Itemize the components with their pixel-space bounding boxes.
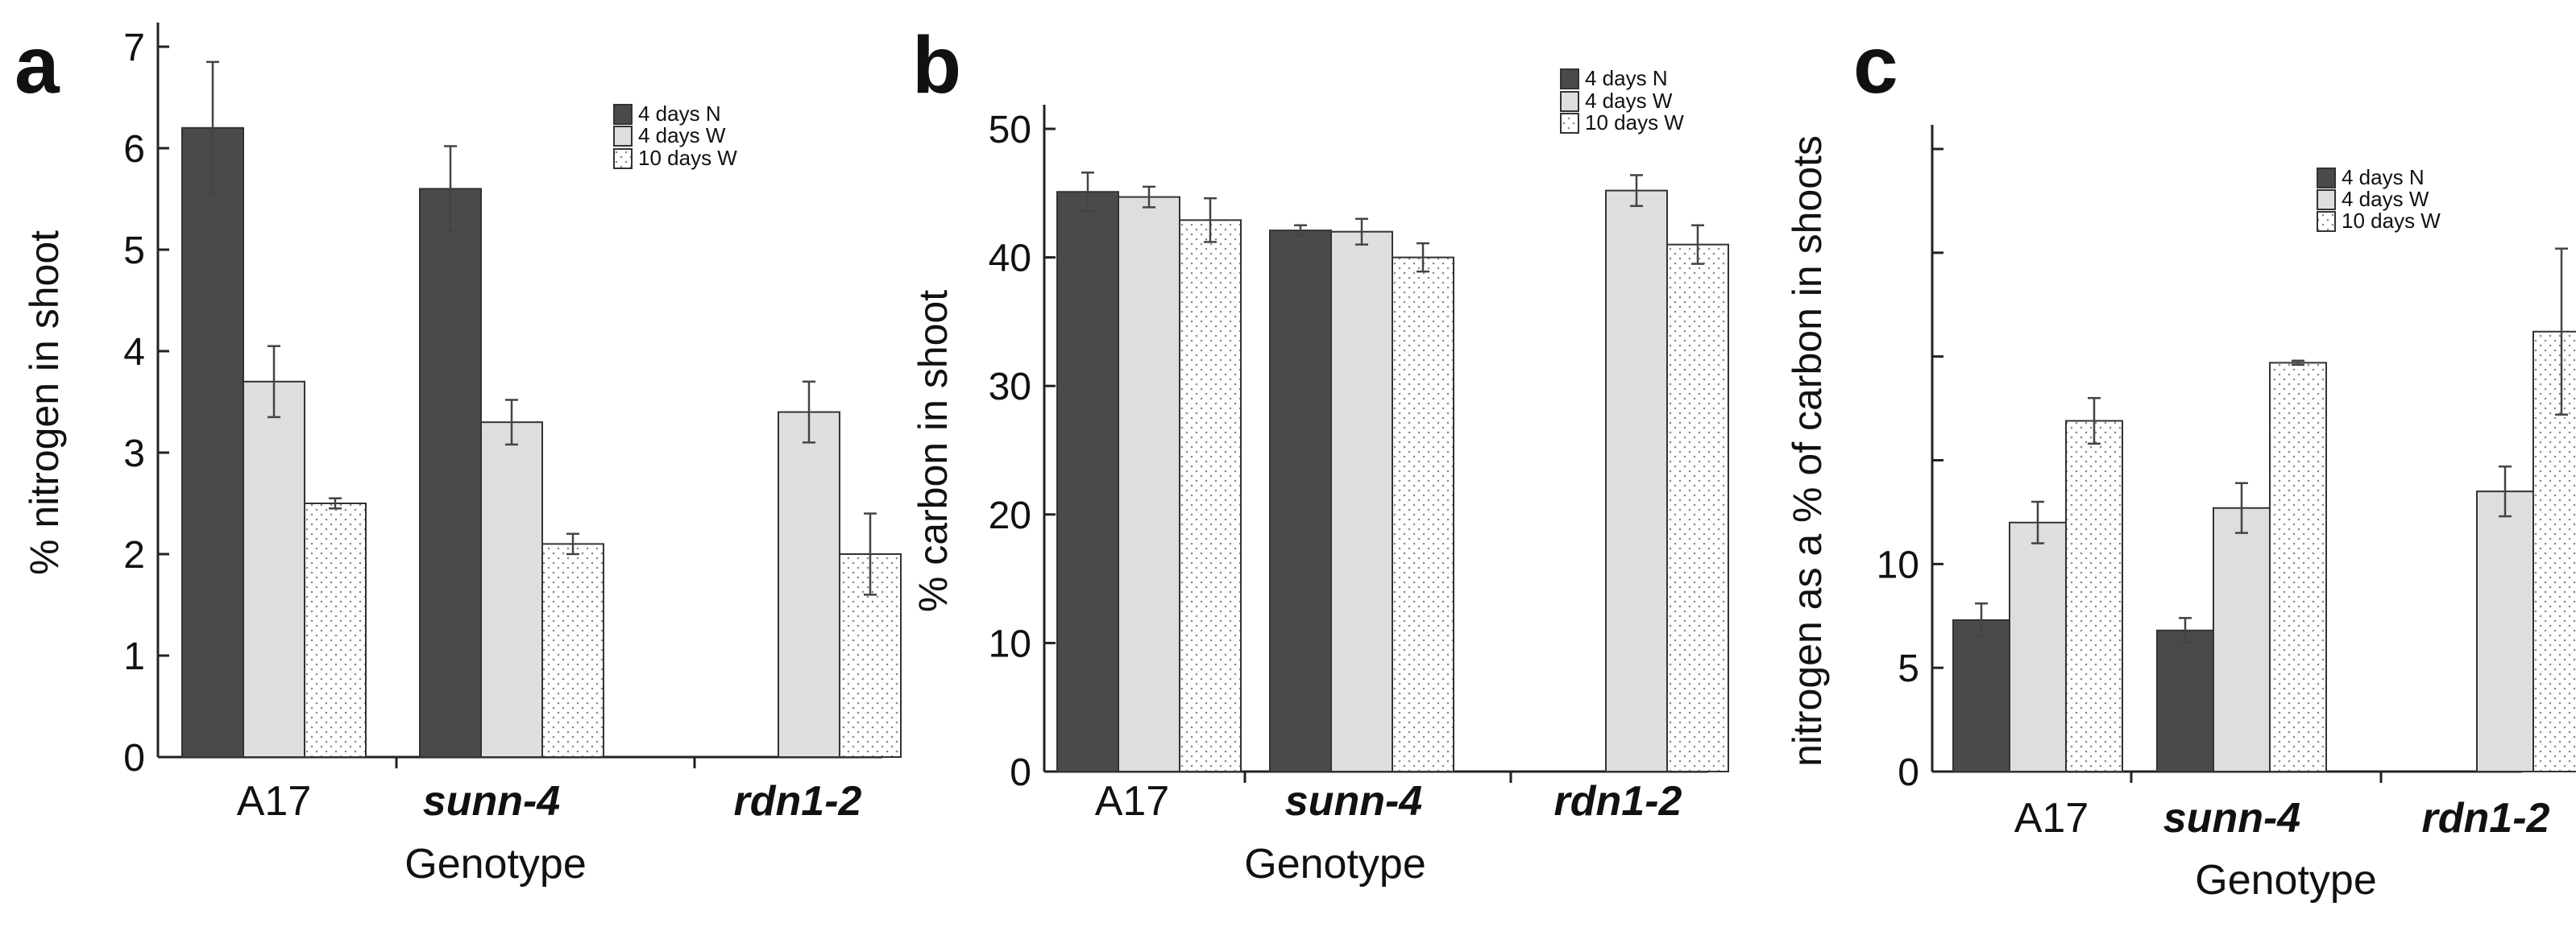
y-tick-label: 5 (123, 230, 145, 272)
y-tick-label: 4 (123, 331, 145, 374)
x-category-label: rdn1-2 (1554, 778, 1682, 825)
chart-panel-c: c 0 5 10 A17 sunn-4 rdn1-2 Genotype nitrogen as … (1785, 20, 2576, 904)
legend-swatch (613, 104, 633, 125)
panel-letter: c (1853, 20, 1898, 110)
bar-4-days-w-rdn1-2 (2476, 490, 2534, 773)
x-category-label: A17 (2014, 795, 2089, 842)
bar-10-days-w-a17 (1179, 219, 1242, 773)
legend-swatch (613, 126, 633, 147)
legend-label: 4 days N (2342, 165, 2425, 189)
y-tick-label: 0 (1898, 751, 1919, 794)
bar-4-days-w-sunn-4 (2213, 507, 2271, 772)
charts-group: a 0 1 2 3 4 5 6 7 A17 sunn-4 rdn1-2 Genotype % nitrog… (15, 20, 2576, 904)
legend-label: 4 days W (2342, 187, 2429, 211)
bar-4-days-n-a17 (1056, 191, 1119, 773)
x-category-label: sunn-4 (1285, 778, 1423, 825)
x-category-label: rdn1-2 (2422, 795, 2550, 842)
x-category-label: sunn-4 (2163, 795, 2301, 842)
y-tick-label: 10 (989, 623, 1031, 665)
bar-10-days-w-sunn-4 (541, 543, 604, 759)
bar-4-days-n-a17 (181, 126, 244, 759)
y-tick-label: 5 (1898, 648, 1919, 690)
bar-10-days-w-a17 (2065, 420, 2123, 772)
bar-4-days-w-a17 (243, 380, 305, 758)
y-tick-label: 2 (123, 534, 145, 577)
y-tick-label: 6 (123, 128, 145, 171)
legend-swatch (1560, 113, 1579, 134)
bar-4-days-w-sunn-4 (480, 421, 543, 758)
x-axis-label: Genotype (404, 841, 587, 888)
legend-label: 4 days W (1585, 89, 1673, 113)
bar-4-days-w-rdn1-2 (1605, 189, 1668, 773)
bar-10-days-w-sunn-4 (2269, 362, 2327, 772)
y-tick-label: 20 (989, 495, 1031, 537)
panel-letter: b (912, 20, 961, 110)
bar-10-days-w-rdn1-2 (839, 553, 902, 758)
y-tick-label: 0 (123, 737, 145, 780)
bar-4-days-w-sunn-4 (1330, 230, 1393, 772)
y-axis-label: nitrogen as a % of carbon in shoots (1785, 135, 1830, 767)
bar-4-days-w-a17 (1118, 196, 1180, 772)
y-tick-label: 1 (123, 635, 145, 678)
bar-4-days-n-sunn-4 (1269, 230, 1332, 773)
bar-4-days-n-sunn-4 (2156, 629, 2214, 773)
chart-panel-b: b 0 10 20 30 40 50 A17 sunn-4 rdn1-2 Genotype % car… (911, 20, 1729, 888)
y-tick-label: 50 (989, 109, 1031, 151)
y-axis-label: % carbon in shoot (911, 290, 956, 612)
bar-4-days-w-a17 (2009, 521, 2067, 772)
legend: 4 days N4 days W10 days W (1560, 66, 1684, 134)
x-category-label: A17 (1095, 778, 1170, 825)
panel-letter: a (15, 20, 60, 110)
legend-label: 10 days W (2342, 209, 2441, 233)
bar-10-days-w-sunn-4 (1392, 256, 1454, 773)
bar-10-days-w-a17 (304, 503, 367, 758)
bar-10-days-w-rdn1-2 (1666, 243, 1729, 772)
legend-label: 4 days W (638, 123, 726, 147)
chart-panel-a: a 0 1 2 3 4 5 6 7 A17 sunn-4 rdn1-2 Genotype % nitrog… (15, 20, 902, 888)
legend-label: 10 days W (638, 146, 737, 170)
x-category-label: sunn-4 (423, 778, 561, 825)
legend: 4 days N4 days W10 days W (613, 101, 737, 170)
legend-swatch (2317, 211, 2336, 232)
y-tick-label: 40 (989, 238, 1031, 280)
y-tick-label: 7 (123, 27, 145, 69)
y-axis-label: % nitrogen in shoot (22, 230, 67, 575)
legend: 4 days N4 days W10 days W (2317, 165, 2441, 233)
legend-swatch (1560, 91, 1579, 112)
legend-label: 10 days W (1585, 110, 1684, 134)
legend-swatch (1560, 68, 1579, 89)
y-tick-label: 10 (1877, 544, 1919, 586)
x-axis-label: Genotype (2195, 857, 2377, 904)
legend-label: 4 days N (638, 101, 721, 126)
bar-4-days-w-rdn1-2 (778, 411, 840, 758)
legend-swatch (2317, 168, 2336, 188)
bar-4-days-n-sunn-4 (419, 188, 482, 758)
bar-4-days-n-a17 (1952, 619, 2010, 772)
x-category-label: rdn1-2 (734, 778, 862, 825)
y-tick-label: 30 (989, 366, 1031, 408)
y-tick-label: 3 (123, 432, 145, 475)
bar-10-days-w-rdn1-2 (2532, 330, 2576, 773)
legend-swatch (2317, 189, 2336, 210)
legend-label: 4 days N (1585, 66, 1668, 90)
legend-swatch (613, 148, 633, 169)
y-tick-label: 0 (1010, 751, 1031, 794)
x-axis-label: Genotype (1244, 841, 1426, 888)
x-category-label: A17 (237, 778, 312, 825)
